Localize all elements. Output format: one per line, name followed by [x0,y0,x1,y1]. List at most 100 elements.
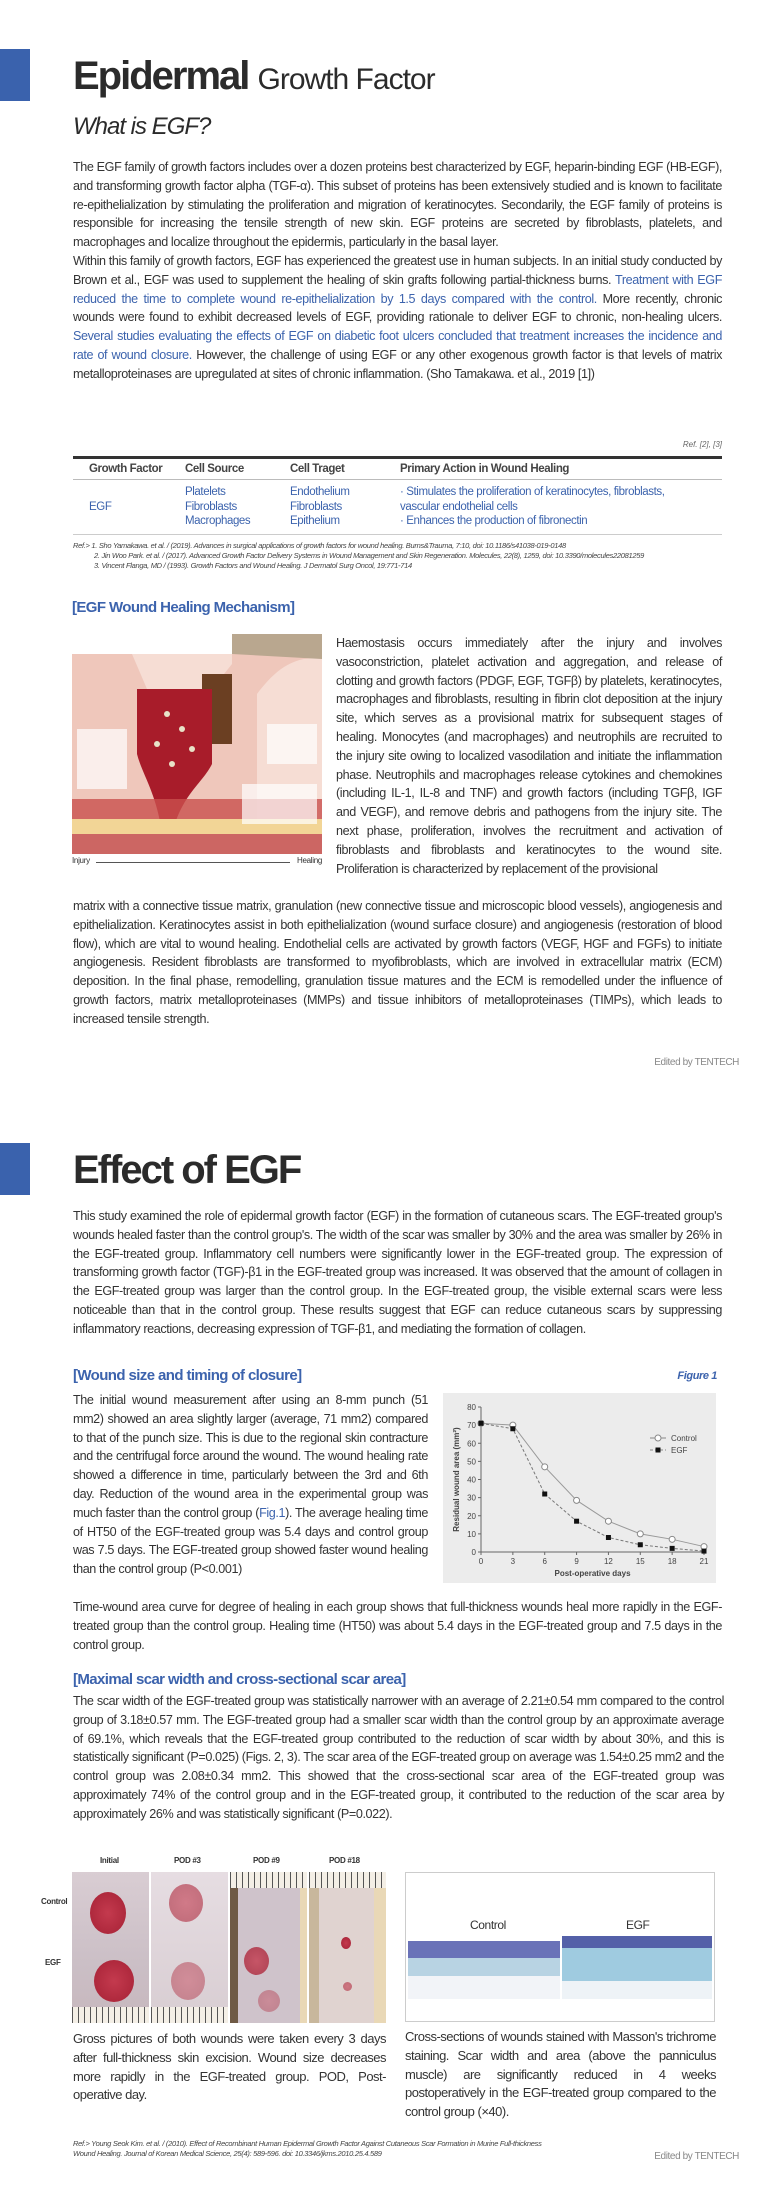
source: Platelets [185,486,226,498]
table-ref: Ref. [2], [3] [682,440,722,449]
target: Endothelium [290,486,350,498]
data-point-control [573,1496,581,1504]
chart-svg: 0 10 20 30 40 50 60 70 80 0 3 6 9 12 15 18 21 Post-operat… [452,1403,709,1578]
intro-paragraph-2: Within this family of growth factors, EG… [73,252,722,384]
references: Ref.> 1. Sho Yamakawa. et al. / (2019). … [73,541,722,571]
target: Epithelium [290,515,340,527]
column-label: POD #18 [329,1856,360,1865]
wound-heading: [Wound size and timing of closure] [73,1367,302,1384]
photo-initial [72,1872,149,2023]
y-tick-label: 80 [467,1403,476,1412]
column-label: POD #3 [174,1856,201,1865]
x-tick-label: 0 [479,1557,484,1566]
y-tick-label: 70 [467,1421,476,1430]
reference: Wound Healing. Journal of Korean Medical… [73,2149,382,2158]
histology-figure: Control EGF [405,1872,715,2022]
text: ). The average healing time of HT50 of t… [73,1505,429,1577]
highlight-text: Several studies evaluating the effects o… [73,329,722,362]
scar-text: The scar width of the EGF-treated group … [73,1694,724,1821]
edited-by: Edited by TENTECH [654,1057,739,1068]
wound-area-chart: 0 10 20 30 40 50 60 70 80 0 3 6 9 12 15 18 21 Post-operat… [443,1393,716,1583]
y-tick-label: 30 [467,1494,476,1503]
x-tick-label: 21 [700,1557,709,1566]
data-point-egf [510,1426,516,1432]
title-light: Growth Factor [257,63,436,96]
reference: Ref.> 1. Sho Yamakawa. et al. / (2019). … [73,541,566,550]
mechanism-text-1: Haemostasis occurs immediately after the… [336,636,722,876]
source: Macrophages [185,515,251,527]
data-point-egf [637,1542,643,1548]
injury-healing-arrow [96,862,290,863]
figure-link[interactable]: Fig.1 [259,1505,286,1520]
source: Fibroblasts [185,500,237,513]
table-header: Cell Source [169,456,274,480]
x-axis-label: Post-operative days [554,1569,631,1578]
wound-text: The initial wound measurement after usin… [73,1391,428,1579]
reference: 3. Vincent Flanga, MD / (1993). Growth F… [94,561,412,570]
histology-label: Control [470,1918,506,1932]
axis-start-label: Injury [72,856,90,865]
growth-factor-table: Growth Factor Cell Source Cell Traget Pr… [73,456,722,535]
y-tick-label: 50 [467,1457,476,1466]
page-title: Epidermal Growth Factor [73,54,436,99]
highlight-text: Treatment with EGF reduced the time to c… [73,272,722,306]
x-tick-label: 9 [574,1557,579,1566]
y-tick-label: 60 [467,1439,476,1448]
cell-factor: EGF [73,479,169,535]
x-tick-label: 18 [668,1557,677,1566]
section-title: Effect of EGF [73,1148,302,1192]
mechanism-heading: [EGF Wound Healing Mechanism] [72,599,295,616]
column-label: Initial [100,1856,119,1865]
y-tick-label: 0 [472,1548,477,1557]
legend-marker [655,1447,661,1453]
data-point-egf [701,1548,707,1554]
cell-targets: Endothelium Fibroblasts Epithelium [274,479,384,535]
series-line-egf [480,1422,705,1552]
text: However, the challenge of using EGF or a… [73,347,722,381]
title-bold: Epidermal [73,54,250,98]
wound-text-2: Time-wound area curve for degree of heal… [73,1600,722,1652]
intro-paragraph-1: The EGF family of growth factors include… [73,160,722,250]
text: More recently, chronic wounds were found… [73,291,723,325]
action: · Stimulates the proliferation of kerati… [400,486,665,513]
target: Fibroblasts [290,500,342,513]
intro-text: The EGF family of growth factors include… [73,158,722,384]
table-row: EGF Platelets Fibroblasts Macrophages Endo… [73,479,722,535]
wound-photos [72,1872,386,2023]
photo-caption: Gross pictures of both wounds were taken… [73,2031,387,2103]
axis-end-label: Healing [296,856,322,865]
edited-by: Edited by TENTECH [654,2151,739,2162]
histology-control-image [408,1896,560,1999]
mechanism-text-2: matrix with a connective tissue matrix, … [73,899,722,1026]
data-point-egf [574,1518,580,1524]
subtitle: What is EGF? [73,113,211,140]
data-point-egf [605,1535,611,1540]
x-tick-label: 3 [511,1557,516,1566]
action: · Enhances the production of fibronectin [400,515,588,527]
legend-label: Control [671,1434,697,1443]
photo-pod18 [309,1872,386,2023]
effect-intro: This study examined the role of epiderma… [73,1209,722,1336]
data-point-control [668,1535,676,1543]
histology-label: EGF [626,1918,650,1932]
data-point-egf [542,1491,548,1497]
y-tick-label: 40 [467,1476,476,1485]
row-label-egf: EGF [45,1958,61,1967]
section-accent-bar [0,49,30,101]
reference: 2. Jin Woo Park. et al. / (2017). Advanc… [94,551,644,560]
x-tick-label: 6 [542,1557,547,1566]
cell-sources: Platelets Fibroblasts Macrophages [169,479,274,535]
section2-reference: Ref.> Young Seok Kim. et al. / (2010). E… [73,2139,673,2159]
table-header: Cell Traget [274,456,384,480]
table-header: Primary Action in Wound Healing [384,456,722,480]
y-tick-label: 20 [467,1512,476,1521]
text: Within this family of growth factors, EG… [73,253,722,287]
legend-marker [654,1434,662,1442]
y-axis-label: Residual wound area (mm²) [452,1427,461,1532]
histology-caption: Cross-sections of wounds stained with Ma… [405,2029,717,2120]
reference: Ref.> Young Seok Kim. et al. / (2010). E… [73,2139,542,2148]
photo-pod3 [151,1872,228,2023]
data-point-control [604,1517,612,1525]
legend-label: EGF [671,1446,688,1455]
data-point-egf [478,1420,484,1426]
